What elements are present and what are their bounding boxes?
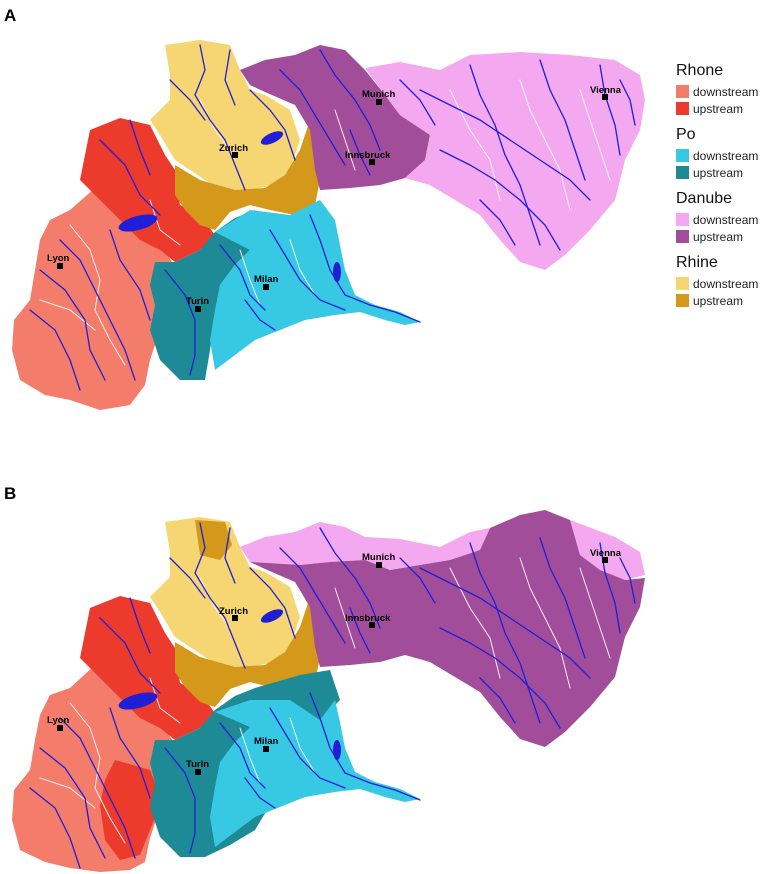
- legend-swatch: [676, 166, 689, 179]
- city-vienna: Vienna: [590, 548, 622, 563]
- legend-title: Rhone: [676, 62, 724, 79]
- lake-constance: [260, 609, 284, 623]
- city-turin: Turin: [186, 759, 209, 775]
- city-label-vienna: Vienna: [590, 548, 622, 559]
- lake-constance: [260, 131, 284, 145]
- city-lyon: Lyon: [47, 253, 70, 269]
- city-label-milan: Milan: [254, 736, 278, 747]
- legend-item: upstream: [676, 164, 764, 181]
- city-label-zurich: Zurich: [219, 143, 248, 154]
- legend-swatch: [676, 230, 689, 243]
- lake-garda: [333, 262, 341, 282]
- city-label-innsbruck: Innsbruck: [345, 150, 391, 161]
- legend-swatch: [676, 294, 689, 307]
- legend-label: downstream: [693, 148, 759, 163]
- legend-swatch: [676, 102, 689, 115]
- city-label-milan: Milan: [254, 274, 278, 285]
- city-vienna: Vienna: [590, 85, 622, 100]
- legend-item: downstream: [676, 275, 764, 292]
- city-munich: Munich: [362, 552, 395, 568]
- legend-item: downstream: [676, 83, 764, 100]
- city-label-turin: Turin: [186, 759, 209, 770]
- city-innsbruck: Innsbruck: [345, 150, 391, 165]
- legend-title: Danube: [676, 190, 733, 207]
- legend-swatch: [676, 149, 689, 162]
- legend-label: downstream: [693, 84, 759, 99]
- map-panel-a: [12, 40, 645, 410]
- city-milan: Milan: [254, 274, 278, 290]
- legend-label: upstream: [693, 101, 744, 116]
- city-label-innsbruck: Innsbruck: [345, 613, 391, 624]
- legend-label: upstream: [693, 293, 744, 308]
- legend-item: downstream: [676, 147, 764, 164]
- city-label-lyon: Lyon: [47, 715, 70, 726]
- city-innsbruck: Innsbruck: [345, 613, 391, 628]
- legend-item: upstream: [676, 228, 764, 245]
- lake-geneva: [118, 692, 158, 710]
- legend-group-danube: Danube downstream upstream: [676, 190, 764, 245]
- legend-item: downstream: [676, 211, 764, 228]
- city-label-munich: Munich: [362, 89, 395, 100]
- legend-group-rhine: Rhine downstream upstream: [676, 254, 764, 309]
- city-milan: Milan: [254, 736, 278, 752]
- city-lyon: Lyon: [47, 715, 70, 731]
- city-munich: Munich: [362, 89, 395, 105]
- panel-label-a: A: [4, 6, 17, 25]
- legend-label: downstream: [693, 212, 759, 227]
- legend-item: upstream: [676, 292, 764, 309]
- legend-swatch: [676, 277, 689, 290]
- legend-title: Rhine: [676, 254, 718, 271]
- legend-title: Po: [676, 126, 696, 143]
- city-label-vienna: Vienna: [590, 85, 622, 96]
- city-zurich: Zurich: [219, 143, 248, 158]
- lake-garda: [333, 740, 341, 760]
- city-markers-a: Munich Vienna Zurich Innsbruck Lyon Mila…: [47, 85, 622, 312]
- map-panel-b: [12, 510, 645, 872]
- legend-swatch: [676, 213, 689, 226]
- city-label-zurich: Zurich: [219, 606, 248, 617]
- city-markers-b: Munich Vienna Zurich Innsbruck Lyon Mila…: [47, 548, 622, 775]
- panel-label-b: B: [4, 484, 17, 503]
- legend-label: upstream: [693, 229, 744, 244]
- legend-item: upstream: [676, 100, 764, 117]
- map-legend: Rhone downstream upstream Po downstream …: [676, 62, 764, 318]
- lake-geneva: [118, 214, 158, 232]
- city-label-munich: Munich: [362, 552, 395, 563]
- legend-label: downstream: [693, 276, 759, 291]
- legend-group-po: Po downstream upstream: [676, 126, 764, 181]
- legend-group-rhone: Rhone downstream upstream: [676, 62, 764, 117]
- city-label-lyon: Lyon: [47, 253, 70, 264]
- legend-swatch: [676, 85, 689, 98]
- city-label-turin: Turin: [186, 296, 209, 307]
- city-turin: Turin: [186, 296, 209, 312]
- city-zurich: Zurich: [219, 606, 248, 621]
- legend-label: upstream: [693, 165, 744, 180]
